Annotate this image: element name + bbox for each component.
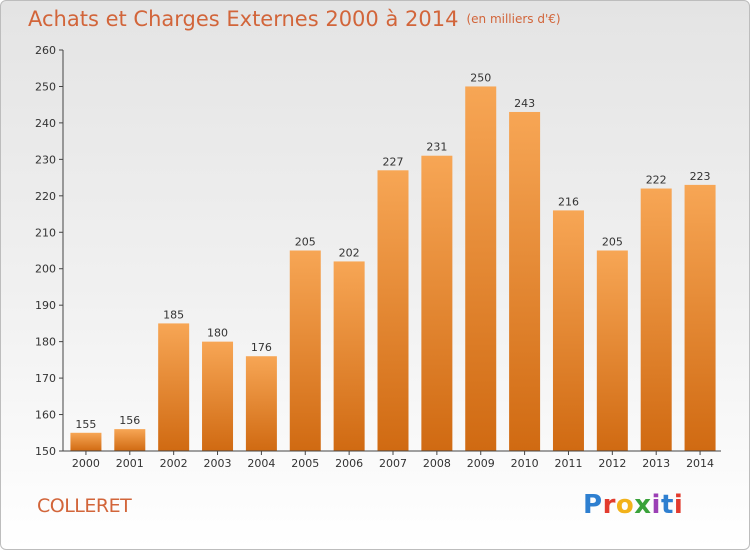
logo-letter: x: [634, 490, 652, 520]
x-tick-label: 2001: [116, 457, 144, 470]
y-tick-label: 160: [35, 409, 56, 422]
chart-title-text: Achats et Charges Externes 2000 à 2014: [28, 7, 459, 31]
y-tick-label: 260: [35, 44, 56, 57]
bar-2001: [114, 429, 146, 451]
bar-2013: [640, 188, 672, 451]
bar-2011: [552, 210, 584, 451]
data-label-2014: 223: [690, 170, 711, 183]
y-tick-label: 220: [35, 190, 56, 203]
bar-2014: [684, 184, 716, 451]
bar-2007: [377, 170, 409, 452]
data-label-2006: 202: [339, 246, 360, 259]
logo-letter: o: [615, 490, 635, 520]
y-tick-label: 250: [35, 80, 56, 93]
data-label-2004: 176: [251, 341, 272, 354]
x-tick-label: 2000: [72, 457, 100, 470]
data-label-2007: 227: [383, 155, 404, 168]
logo-letter: t: [660, 490, 674, 520]
y-tick-label: 200: [35, 263, 56, 276]
x-tick-label: 2014: [686, 457, 714, 470]
data-label-2012: 205: [602, 236, 623, 249]
bar-2004: [245, 356, 277, 451]
x-tick-label: 2008: [423, 457, 451, 470]
bar-2009: [465, 86, 497, 452]
x-tick-label: 2002: [160, 457, 188, 470]
logo-letter: r: [602, 490, 616, 520]
x-tick-label: 2006: [335, 457, 363, 470]
y-tick-label: 180: [35, 336, 56, 349]
bar-2010: [509, 111, 541, 452]
x-tick-label: 2004: [247, 457, 275, 470]
data-label-2000: 155: [75, 418, 96, 431]
bar-2002: [158, 323, 190, 451]
data-label-2002: 185: [163, 308, 184, 321]
proxiti-logo: Proxiti: [583, 490, 683, 520]
data-label-2005: 205: [295, 236, 316, 249]
bar-2008: [421, 155, 453, 451]
data-label-2009: 250: [470, 71, 491, 84]
logo-letter: i: [673, 490, 684, 520]
bar-2000: [70, 432, 102, 451]
logo-letter: i: [651, 490, 661, 520]
x-tick-label: 2005: [291, 457, 319, 470]
y-tick-label: 240: [35, 117, 56, 130]
x-tick-label: 2009: [467, 457, 495, 470]
chart-unit: (en milliers d'€): [466, 12, 561, 26]
y-tick-label: 190: [35, 299, 56, 312]
x-tick-label: 2011: [554, 457, 582, 470]
data-label-2010: 243: [514, 97, 535, 110]
bar-2005: [289, 250, 321, 451]
bar-2012: [596, 250, 628, 451]
x-tick-label: 2003: [204, 457, 232, 470]
data-label-2011: 216: [558, 195, 579, 208]
y-tick-label: 150: [35, 445, 56, 458]
data-label-2001: 156: [119, 414, 140, 427]
bar-2006: [333, 261, 365, 451]
x-tick-label: 2012: [598, 457, 626, 470]
logo-letter: P: [583, 490, 603, 520]
data-label-2013: 222: [646, 174, 667, 187]
x-tick-label: 2013: [642, 457, 670, 470]
x-tick-label: 2007: [379, 457, 407, 470]
commune-name: COLLERET: [37, 495, 132, 517]
y-tick-label: 210: [35, 226, 56, 239]
bar-2003: [202, 341, 234, 451]
data-label-2003: 180: [207, 327, 228, 340]
chart-title: Achats et Charges Externes 2000 à 2014 (e…: [28, 7, 561, 31]
y-tick-label: 170: [35, 372, 56, 385]
y-tick-label: 230: [35, 153, 56, 166]
data-label-2008: 231: [426, 141, 447, 154]
x-tick-label: 2010: [511, 457, 539, 470]
